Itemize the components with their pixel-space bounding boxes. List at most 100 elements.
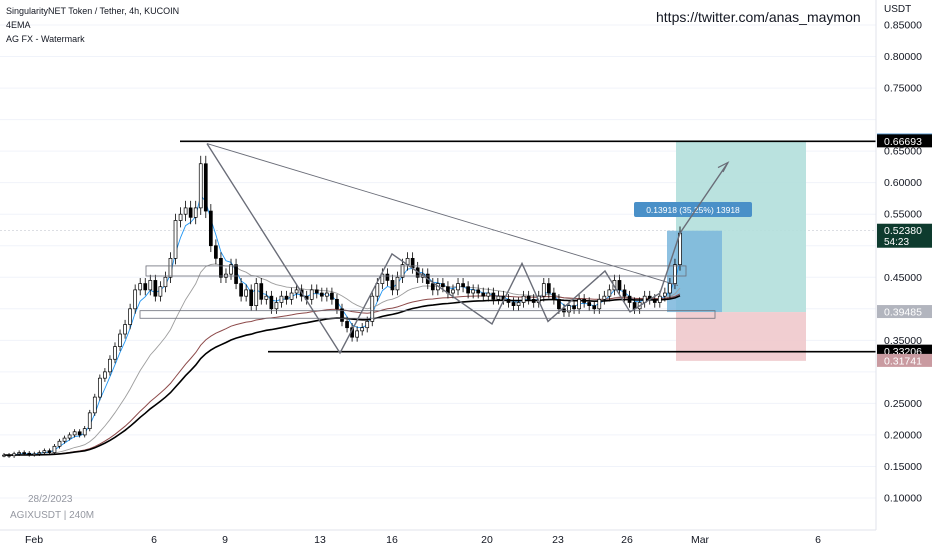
position-label-bg bbox=[634, 202, 752, 217]
time-tick-label: 20 bbox=[481, 534, 493, 546]
candle bbox=[138, 278, 143, 296]
candle-body bbox=[264, 295, 269, 300]
candle bbox=[340, 303, 344, 327]
candle bbox=[32, 451, 37, 457]
price-axis-tags: 0.666930.666930.5238054:230.394850.33206… bbox=[877, 133, 932, 367]
candle bbox=[183, 200, 188, 222]
candle bbox=[319, 287, 324, 302]
candle bbox=[461, 278, 465, 293]
candle-body bbox=[541, 283, 546, 297]
candle bbox=[57, 438, 62, 449]
price-axis[interactable]: 0.10000 0.15000 0.20000 0.25000 0.35000 0.450… bbox=[875, 0, 922, 530]
candle-body bbox=[456, 283, 460, 291]
candle bbox=[47, 448, 52, 455]
time-tick-label: 6 bbox=[151, 534, 157, 546]
candle-body bbox=[289, 292, 294, 300]
candle bbox=[400, 258, 405, 283]
candle-body bbox=[188, 207, 193, 218]
price-tag-countdown: 54:23 bbox=[884, 237, 909, 248]
candle bbox=[7, 452, 11, 458]
candle bbox=[496, 290, 501, 305]
time-tick-label: Feb bbox=[25, 534, 43, 546]
candle-body bbox=[441, 283, 445, 288]
candle bbox=[516, 297, 521, 311]
candle bbox=[97, 374, 102, 401]
watermark-date: 28/2/2023 bbox=[28, 494, 73, 505]
legend-indicator-ema[interactable]: 4EMA bbox=[6, 20, 31, 30]
candle-body bbox=[108, 358, 112, 373]
candle-body bbox=[118, 333, 122, 347]
candle-body bbox=[82, 428, 87, 436]
candle bbox=[617, 274, 622, 296]
candle bbox=[259, 278, 264, 305]
candle-body bbox=[567, 305, 571, 313]
candle-body bbox=[22, 452, 27, 454]
candle bbox=[309, 284, 314, 305]
candle bbox=[647, 290, 652, 305]
candle bbox=[294, 284, 299, 299]
range-box-upper bbox=[145, 265, 687, 277]
candle bbox=[254, 278, 259, 311]
legend-symbol[interactable]: SingularityNET Token / Tether, 4h, KUCOI… bbox=[6, 6, 180, 16]
candle bbox=[67, 432, 72, 441]
candle-body bbox=[208, 210, 213, 247]
candle bbox=[123, 319, 127, 339]
candle-body bbox=[153, 280, 158, 297]
candle bbox=[128, 303, 132, 330]
time-tick-label: 9 bbox=[222, 534, 228, 546]
candle-body bbox=[511, 302, 516, 306]
candle bbox=[466, 281, 470, 299]
candle-body bbox=[531, 298, 536, 303]
candle-body bbox=[27, 452, 32, 455]
legend-indicator-watermark[interactable]: AG FX - Watermark bbox=[6, 34, 85, 44]
candle bbox=[572, 300, 576, 314]
candle bbox=[642, 290, 647, 308]
candle-body bbox=[148, 280, 153, 291]
price-tag-label: 0.31741 bbox=[884, 355, 922, 367]
candle-body bbox=[380, 273, 385, 284]
candle-body bbox=[597, 298, 602, 310]
candle-body bbox=[42, 450, 47, 453]
time-tick-label: 16 bbox=[386, 534, 398, 546]
candle bbox=[52, 443, 57, 455]
price-tag-label: 0.66693 bbox=[884, 136, 922, 148]
candle-body bbox=[577, 298, 581, 310]
candle bbox=[274, 297, 279, 314]
candle bbox=[345, 316, 349, 333]
candle bbox=[476, 284, 481, 299]
price-tick-label: 0.10000 bbox=[884, 493, 922, 505]
candle-body bbox=[37, 452, 42, 455]
candle-body bbox=[673, 264, 677, 284]
long-position-tool[interactable]: 0.13918 (35.25%) 13918 bbox=[634, 140, 806, 361]
candle bbox=[279, 290, 284, 308]
candle-body bbox=[345, 321, 349, 329]
candle-body bbox=[133, 289, 138, 310]
price-tick-label: 0.60000 bbox=[884, 177, 922, 189]
chart-drawings[interactable] bbox=[139, 140, 876, 355]
candle-body bbox=[309, 289, 314, 300]
candle bbox=[143, 278, 148, 296]
candle bbox=[193, 200, 198, 225]
candle-body bbox=[239, 283, 243, 297]
candle bbox=[602, 290, 607, 305]
candle-body bbox=[198, 163, 203, 209]
time-axis[interactable]: Feb 6 9 13 16 20 23 26 Mar 6 bbox=[0, 529, 876, 546]
candle-body bbox=[622, 289, 627, 297]
candle-body bbox=[269, 295, 274, 310]
candle-body bbox=[516, 302, 521, 306]
candle-body bbox=[259, 283, 264, 300]
candle-body bbox=[657, 295, 662, 303]
candle bbox=[355, 326, 359, 342]
candle bbox=[284, 290, 289, 305]
descending-trendline bbox=[206, 143, 679, 286]
candle-body bbox=[370, 295, 375, 322]
candle-body bbox=[582, 298, 587, 303]
candle-body bbox=[663, 292, 667, 297]
chart-legend: SingularityNET Token / Tether, 4h, KUCOI… bbox=[6, 4, 179, 46]
candle bbox=[390, 274, 395, 296]
candle-body bbox=[521, 295, 526, 303]
candle bbox=[365, 316, 370, 333]
candle-body bbox=[496, 295, 501, 300]
candle bbox=[546, 278, 551, 299]
